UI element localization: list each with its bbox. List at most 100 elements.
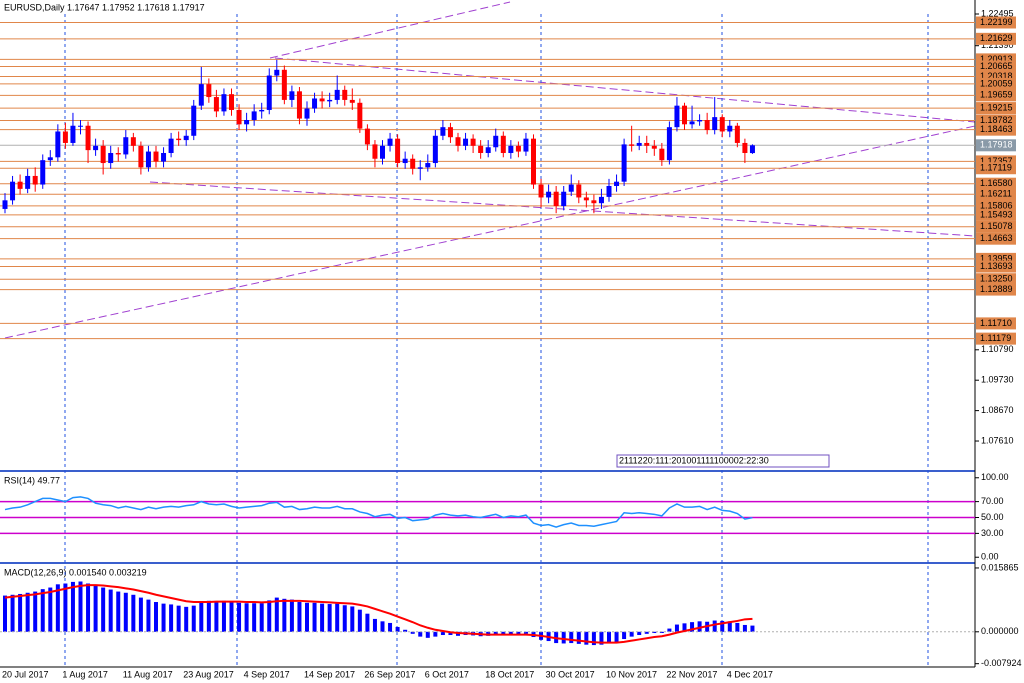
candle-body (606, 185, 612, 197)
candle-body (40, 160, 46, 185)
macd-bar (138, 597, 143, 632)
macd-bar (501, 631, 506, 636)
candle-body (327, 99, 333, 102)
candle-body (2, 200, 8, 209)
macd-bar (644, 631, 649, 634)
candle-body (161, 152, 167, 162)
macd-bar (169, 604, 174, 632)
signal-line (4, 584, 753, 644)
macd-bar (516, 631, 521, 636)
candle-body (598, 196, 604, 204)
level-label-box (976, 102, 1016, 115)
rsi-title: RSI(14) 49.77 (4, 475, 60, 485)
candle-body (553, 191, 559, 207)
macd-bar (108, 589, 113, 632)
candle-body (266, 75, 272, 110)
candle-body (719, 117, 725, 132)
macd-bar (523, 631, 528, 634)
candle-body (546, 191, 552, 198)
macd-bar (93, 585, 98, 632)
level-label-box (976, 273, 1016, 286)
macd-bar (750, 625, 755, 632)
y-tick-label: 70.00 (981, 496, 1004, 506)
candle-body (538, 184, 544, 198)
y-tick-label: 1.07610 (981, 435, 1014, 445)
candle-body (742, 142, 748, 153)
candle-body (583, 197, 589, 201)
candle-body (296, 91, 302, 119)
macd-bar (652, 631, 657, 634)
candle-body (410, 158, 416, 169)
trend-line (269, 1, 511, 59)
macd-bar (599, 631, 604, 645)
level-label: 1.14663 (980, 233, 1013, 243)
level-label-box (976, 177, 1016, 190)
level-label-box (976, 77, 1016, 90)
macd-bar (712, 620, 717, 632)
macd-bar (199, 601, 204, 632)
level-label-box (976, 16, 1016, 29)
y-tick-label: 50.00 (981, 512, 1004, 522)
macd-bar (418, 631, 423, 637)
candle-body (666, 127, 672, 161)
candle-body (70, 125, 76, 143)
candle-body (500, 135, 506, 153)
macd-bar (312, 602, 317, 632)
macd-bar (18, 593, 23, 632)
candle-body (447, 127, 453, 138)
x-tick-label: 6 Oct 2017 (425, 669, 469, 679)
level-label: 1.13250 (980, 274, 1013, 284)
level-label-box (976, 32, 1016, 45)
macd-bar (123, 592, 128, 632)
candle-body (493, 135, 499, 148)
macd-bar (252, 603, 257, 632)
x-tick-label: 4 Sep 2017 (244, 669, 290, 679)
candle-body (485, 147, 491, 153)
macd-bar (116, 591, 121, 632)
chart-title: EURUSD,Daily 1.17647 1.17952 1.17618 1.1… (4, 2, 205, 12)
level-label: 1.21629 (980, 33, 1013, 43)
x-tick-label: 20 Jul 2017 (2, 669, 49, 679)
candle-body (417, 167, 423, 169)
candle-body (78, 125, 83, 127)
candle-body (629, 144, 635, 146)
level-label-box (976, 332, 1016, 345)
level-label-box (976, 220, 1016, 233)
macd-bar (433, 631, 438, 637)
y-tick-label: 0.00 (981, 552, 999, 562)
level-label: 1.15806 (980, 200, 1013, 210)
macd-bar (372, 618, 377, 632)
macd-bar (493, 631, 498, 635)
x-tick-label: 10 Nov 2017 (606, 669, 657, 679)
level-label: 1.19215 (980, 102, 1013, 112)
macd-bar (48, 587, 53, 632)
candle-body (614, 181, 620, 186)
candle-body (115, 152, 121, 155)
candle-body (236, 109, 242, 125)
macd-bar (425, 631, 430, 638)
timer: 2111220:111:201001111100002:22:30 (619, 455, 769, 465)
macd-bar (508, 631, 513, 635)
y-tick-label: 30.00 (981, 528, 1004, 538)
macd-bar (191, 605, 196, 632)
y-tick-label: -0.007924 (981, 658, 1022, 668)
macd-bar (335, 603, 340, 632)
macd-bar (448, 631, 453, 636)
candle-body (10, 181, 16, 201)
candle-body (55, 131, 61, 158)
y-tick-label: 1.08670 (981, 405, 1014, 415)
candle-body (93, 145, 99, 151)
y-tick-label: 0.015865 (981, 562, 1019, 572)
candle-body (372, 144, 378, 159)
candle-body (85, 125, 91, 151)
macd-bar (176, 605, 181, 632)
level-label: 1.17357 (980, 156, 1013, 166)
candle-body (221, 94, 227, 112)
macd-bar (350, 606, 355, 632)
candle-body (349, 99, 355, 103)
macd-bar (55, 584, 60, 632)
y-tick-label: 1.09730 (981, 375, 1014, 385)
level-label-box (976, 208, 1016, 221)
macd-bar (40, 589, 45, 632)
